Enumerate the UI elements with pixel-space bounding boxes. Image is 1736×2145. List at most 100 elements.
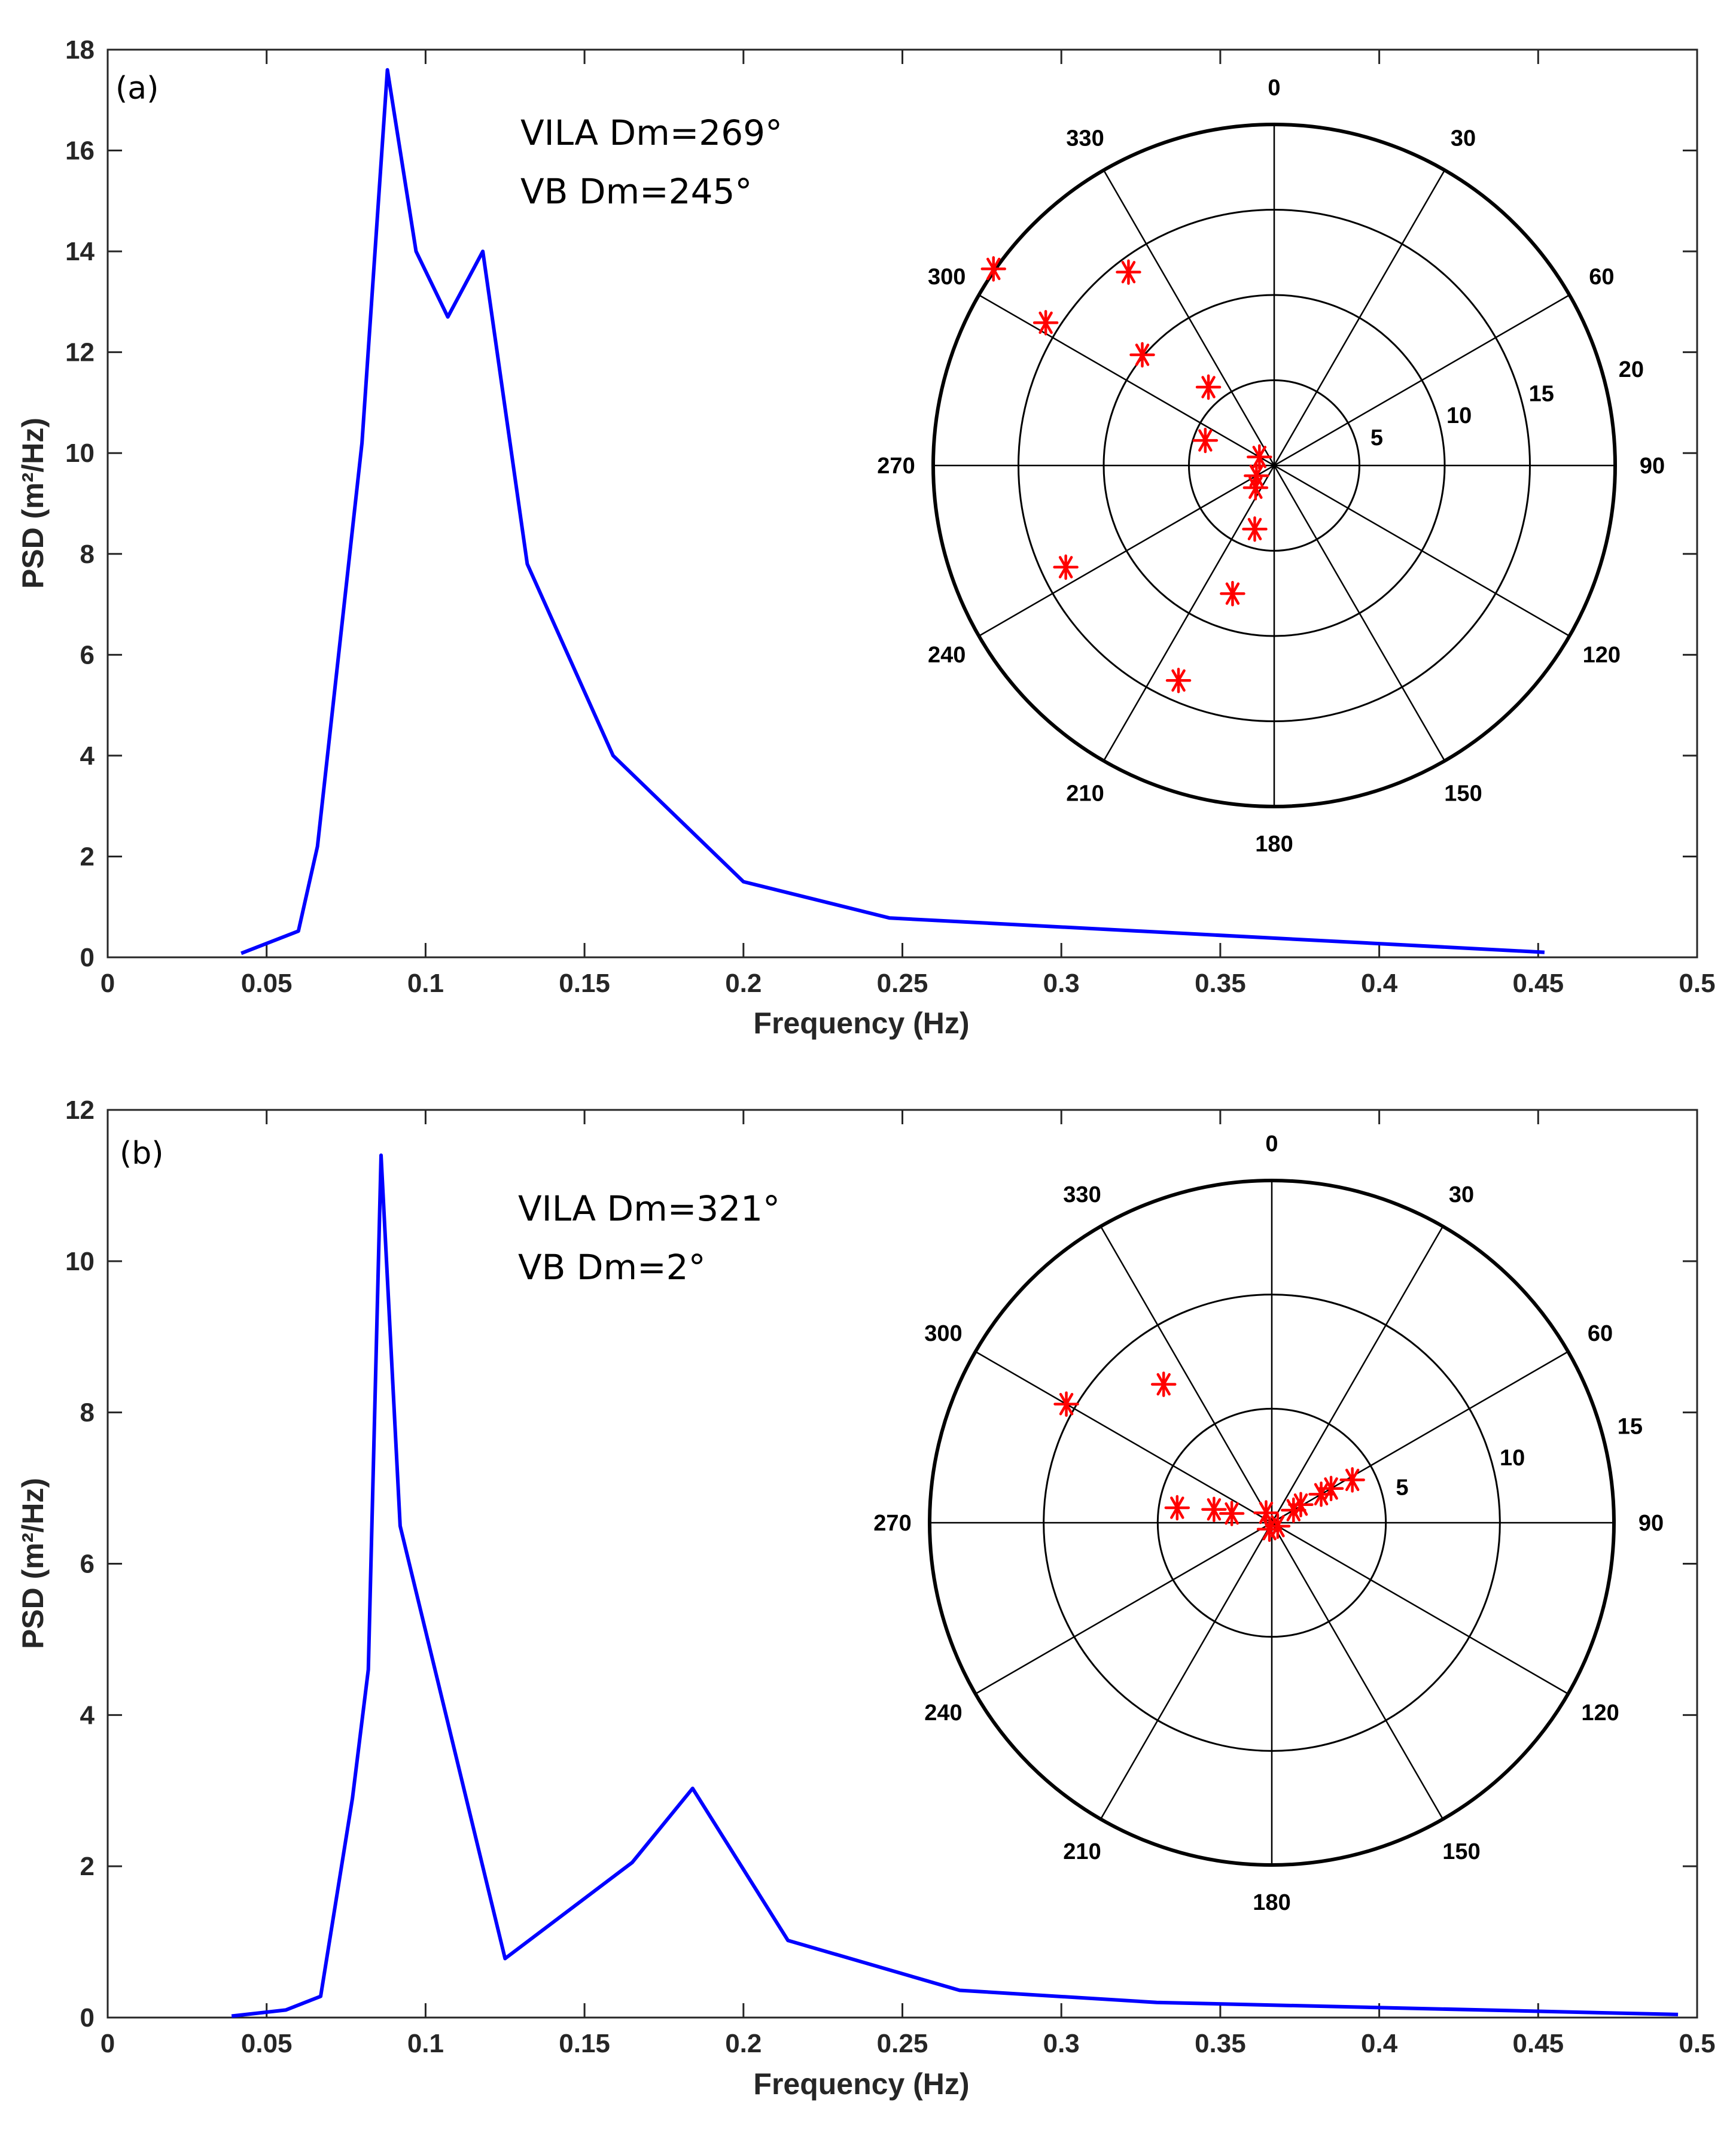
x-tick-label: 0.4 (1361, 2029, 1398, 2058)
polar-angle-label: 180 (1253, 1890, 1290, 1915)
polar-ring (928, 1179, 1616, 1867)
polar-radius-label: 15 (1618, 1414, 1643, 1440)
y-tick-label: 2 (80, 842, 95, 871)
polar-angle-label: 330 (1063, 1182, 1101, 1207)
polar-angle-label: 210 (1063, 1839, 1101, 1864)
panel-a: 0 0.05 0.1 0.15 0.2 0.25 0.3 0.35 0.4 0.45 0.5 024… (16, 35, 1716, 1040)
y-tick-label: 12 (65, 338, 95, 367)
polar-angle-label: 120 (1583, 643, 1621, 668)
y-tick-label: 6 (80, 640, 95, 670)
y-tick-label: 12 (65, 1096, 95, 1125)
x-tick-label: 0.3 (1043, 969, 1080, 998)
polar-angle-label: 270 (873, 1511, 911, 1536)
x-tick-label: 0.1 (407, 2029, 444, 2058)
y-tick-label: 0 (80, 943, 95, 972)
polar-angle-label: 30 (1449, 1182, 1474, 1207)
polar-marker (1192, 427, 1219, 454)
y-tick-label: 18 (65, 35, 95, 65)
polar-angle-label: 90 (1640, 454, 1665, 479)
polar-ring (1043, 1294, 1501, 1752)
x-tick-label: 0.4 (1361, 969, 1398, 998)
y-tick-label: 10 (65, 439, 95, 468)
polar-angle-label: 30 (1451, 126, 1476, 151)
polar-marker (1150, 1371, 1177, 1397)
polar-radius-label: 20 (1619, 357, 1644, 382)
polar-marker (1219, 1501, 1245, 1526)
polar-ring (1188, 379, 1360, 552)
x-tick-label: 0.35 (1195, 969, 1246, 998)
polar-marker (980, 256, 1006, 282)
y-tick-label: 0 (80, 2003, 95, 2033)
x-tick-label: 0.5 (1679, 969, 1715, 998)
polar-angle-label: 240 (924, 1700, 962, 1726)
polar-marker (1195, 374, 1222, 400)
polar-radius-label: 5 (1370, 425, 1383, 451)
polar-angle-label: 0 (1268, 75, 1280, 101)
polar-marker (1053, 1391, 1079, 1417)
polar-spoke (1102, 169, 1446, 762)
y-tick-label: 4 (80, 741, 95, 771)
polar-angle-label: 150 (1444, 781, 1482, 806)
y-tick-label: 8 (80, 540, 95, 569)
x-tick-label: 0.35 (1195, 2029, 1246, 2058)
a-x-axis-label: Frequency (Hz) (753, 1006, 969, 1040)
a-annotation-vila: VILA Dm=269° (520, 112, 782, 153)
polar-marker (1201, 1496, 1227, 1522)
polar-marker (1288, 1492, 1314, 1517)
x-tick-label: 0.15 (559, 969, 610, 998)
a-panel-label: (a) (115, 71, 159, 107)
x-tick-label: 0.05 (241, 969, 293, 998)
b-y-axis-label: PSD (m²/Hz) (16, 1478, 50, 1649)
x-tick-label: 0.1 (407, 969, 444, 998)
b-y-tick-labels: 0 2 4 6 8 10 12 (65, 1096, 95, 2033)
b-panel-label: (b) (120, 1136, 164, 1172)
polar-marker (1318, 1475, 1344, 1502)
y-tick-label: 16 (65, 136, 95, 166)
polar-ring (931, 123, 1617, 808)
y-tick-label: 10 (65, 1247, 95, 1276)
x-tick-label: 0.2 (725, 2029, 762, 2058)
a-x-tick-labels: 0 0.05 0.1 0.15 0.2 0.25 0.3 0.35 0.4 0.45 0.5 (100, 969, 1716, 998)
a-annotation-vb: VB Dm=245° (520, 171, 752, 212)
y-tick-label: 14 (65, 237, 95, 266)
b-axis-ticks (106, 1109, 1698, 2019)
a-axis-ticks (106, 48, 1698, 959)
polar-angle-label: 270 (877, 454, 915, 479)
polar-marker (1033, 310, 1059, 336)
polar-marker (1242, 516, 1268, 542)
polar-radius-label: 15 (1529, 381, 1554, 406)
polar-radius-label: 10 (1446, 403, 1472, 428)
y-tick-label: 2 (80, 1852, 95, 1881)
polar-angle-label: 240 (928, 643, 966, 668)
polar-marker (1265, 1513, 1291, 1539)
polar-angle-label: 300 (924, 1321, 962, 1346)
polar-marker (1116, 259, 1141, 285)
polar-angle-label: 210 (1066, 781, 1104, 806)
y-tick-label: 4 (80, 1700, 95, 1730)
polar-marker (1053, 554, 1079, 580)
polar-angle-label: 120 (1581, 1700, 1619, 1726)
polar-marker (1165, 668, 1192, 693)
polar-angle-label: 60 (1588, 1321, 1613, 1346)
x-tick-label: 0.3 (1043, 2029, 1080, 2058)
b-polar-inset: 0 30 60 90 120 150 180 210 240 270 300 330 5 10 15 (873, 1131, 1664, 1915)
b-psd-line (231, 1153, 1679, 2018)
x-tick-label: 0.5 (1679, 2029, 1715, 2058)
polar-angle-label: 300 (928, 264, 966, 290)
x-tick-label: 0.25 (877, 2029, 928, 2058)
polar-angle-label: 150 (1442, 1839, 1480, 1864)
polar-marker (1242, 474, 1269, 501)
polar-angle-label: 60 (1589, 264, 1614, 290)
polar-angle-label: 180 (1255, 832, 1293, 857)
x-tick-label: 0 (100, 2029, 115, 2058)
polar-angle-label: 0 (1265, 1131, 1278, 1157)
a-y-tick-labels: 0 2 4 6 8 10 12 14 16 18 (65, 35, 95, 972)
polar-angle-label: 330 (1066, 126, 1104, 151)
x-tick-label: 0.05 (241, 2029, 293, 2058)
y-tick-label: 6 (80, 1550, 95, 1579)
x-tick-label: 0.45 (1512, 2029, 1564, 2058)
b-x-tick-labels: 0 0.05 0.1 0.15 0.2 0.25 0.3 0.35 0.4 0.45 0.5 (100, 2029, 1716, 2058)
b-annotation-vila: VILA Dm=321° (518, 1188, 780, 1229)
a-psd-line (240, 68, 1545, 956)
